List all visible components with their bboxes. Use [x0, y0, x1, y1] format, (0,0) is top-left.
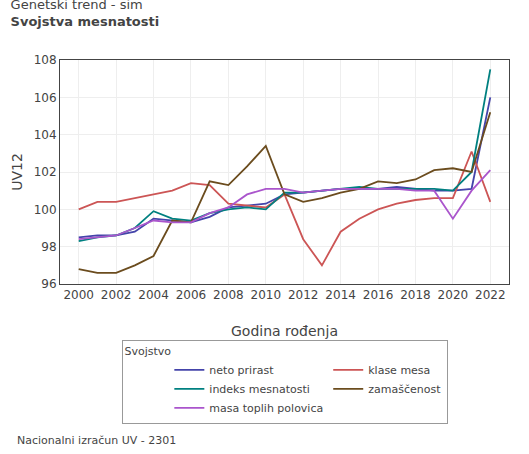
svg-text:2008: 2008	[213, 288, 244, 302]
svg-text:2002: 2002	[101, 288, 132, 302]
svg-text:2004: 2004	[138, 288, 169, 302]
svg-text:neto prirast: neto prirast	[209, 364, 274, 377]
svg-text:2016: 2016	[363, 288, 394, 302]
svg-text:2022: 2022	[475, 288, 506, 302]
svg-text:2014: 2014	[325, 288, 356, 302]
svg-text:104: 104	[34, 128, 57, 142]
svg-text:2006: 2006	[176, 288, 207, 302]
svg-text:96: 96	[41, 277, 56, 291]
svg-text:Nacionalni izračun UV - 2301: Nacionalni izračun UV - 2301	[17, 434, 176, 447]
svg-text:2020: 2020	[438, 288, 469, 302]
svg-text:100: 100	[34, 203, 57, 217]
svg-text:2010: 2010	[251, 288, 282, 302]
svg-text:2000: 2000	[63, 288, 94, 302]
svg-text:UV12: UV12	[9, 153, 25, 191]
svg-text:98: 98	[41, 240, 56, 254]
svg-text:Genetski trend - simSvojstva m: Genetski trend - simSvojstva mesnatosti	[11, 0, 160, 29]
svg-text:Svojstvo: Svojstvo	[125, 345, 172, 358]
svg-text:Godina rođenja: Godina rođenja	[231, 323, 338, 339]
svg-text:klase mesa: klase mesa	[368, 364, 430, 377]
svg-text:102: 102	[34, 165, 57, 179]
svg-text:2018: 2018	[400, 288, 431, 302]
svg-text:106: 106	[34, 91, 57, 105]
svg-text:indeks mesnatosti: indeks mesnatosti	[209, 383, 309, 396]
svg-text:masa toplih polovica: masa toplih polovica	[209, 402, 323, 415]
svg-text:108: 108	[34, 53, 57, 67]
svg-text:zamaščenost: zamaščenost	[368, 383, 441, 396]
svg-text:2012: 2012	[288, 288, 319, 302]
